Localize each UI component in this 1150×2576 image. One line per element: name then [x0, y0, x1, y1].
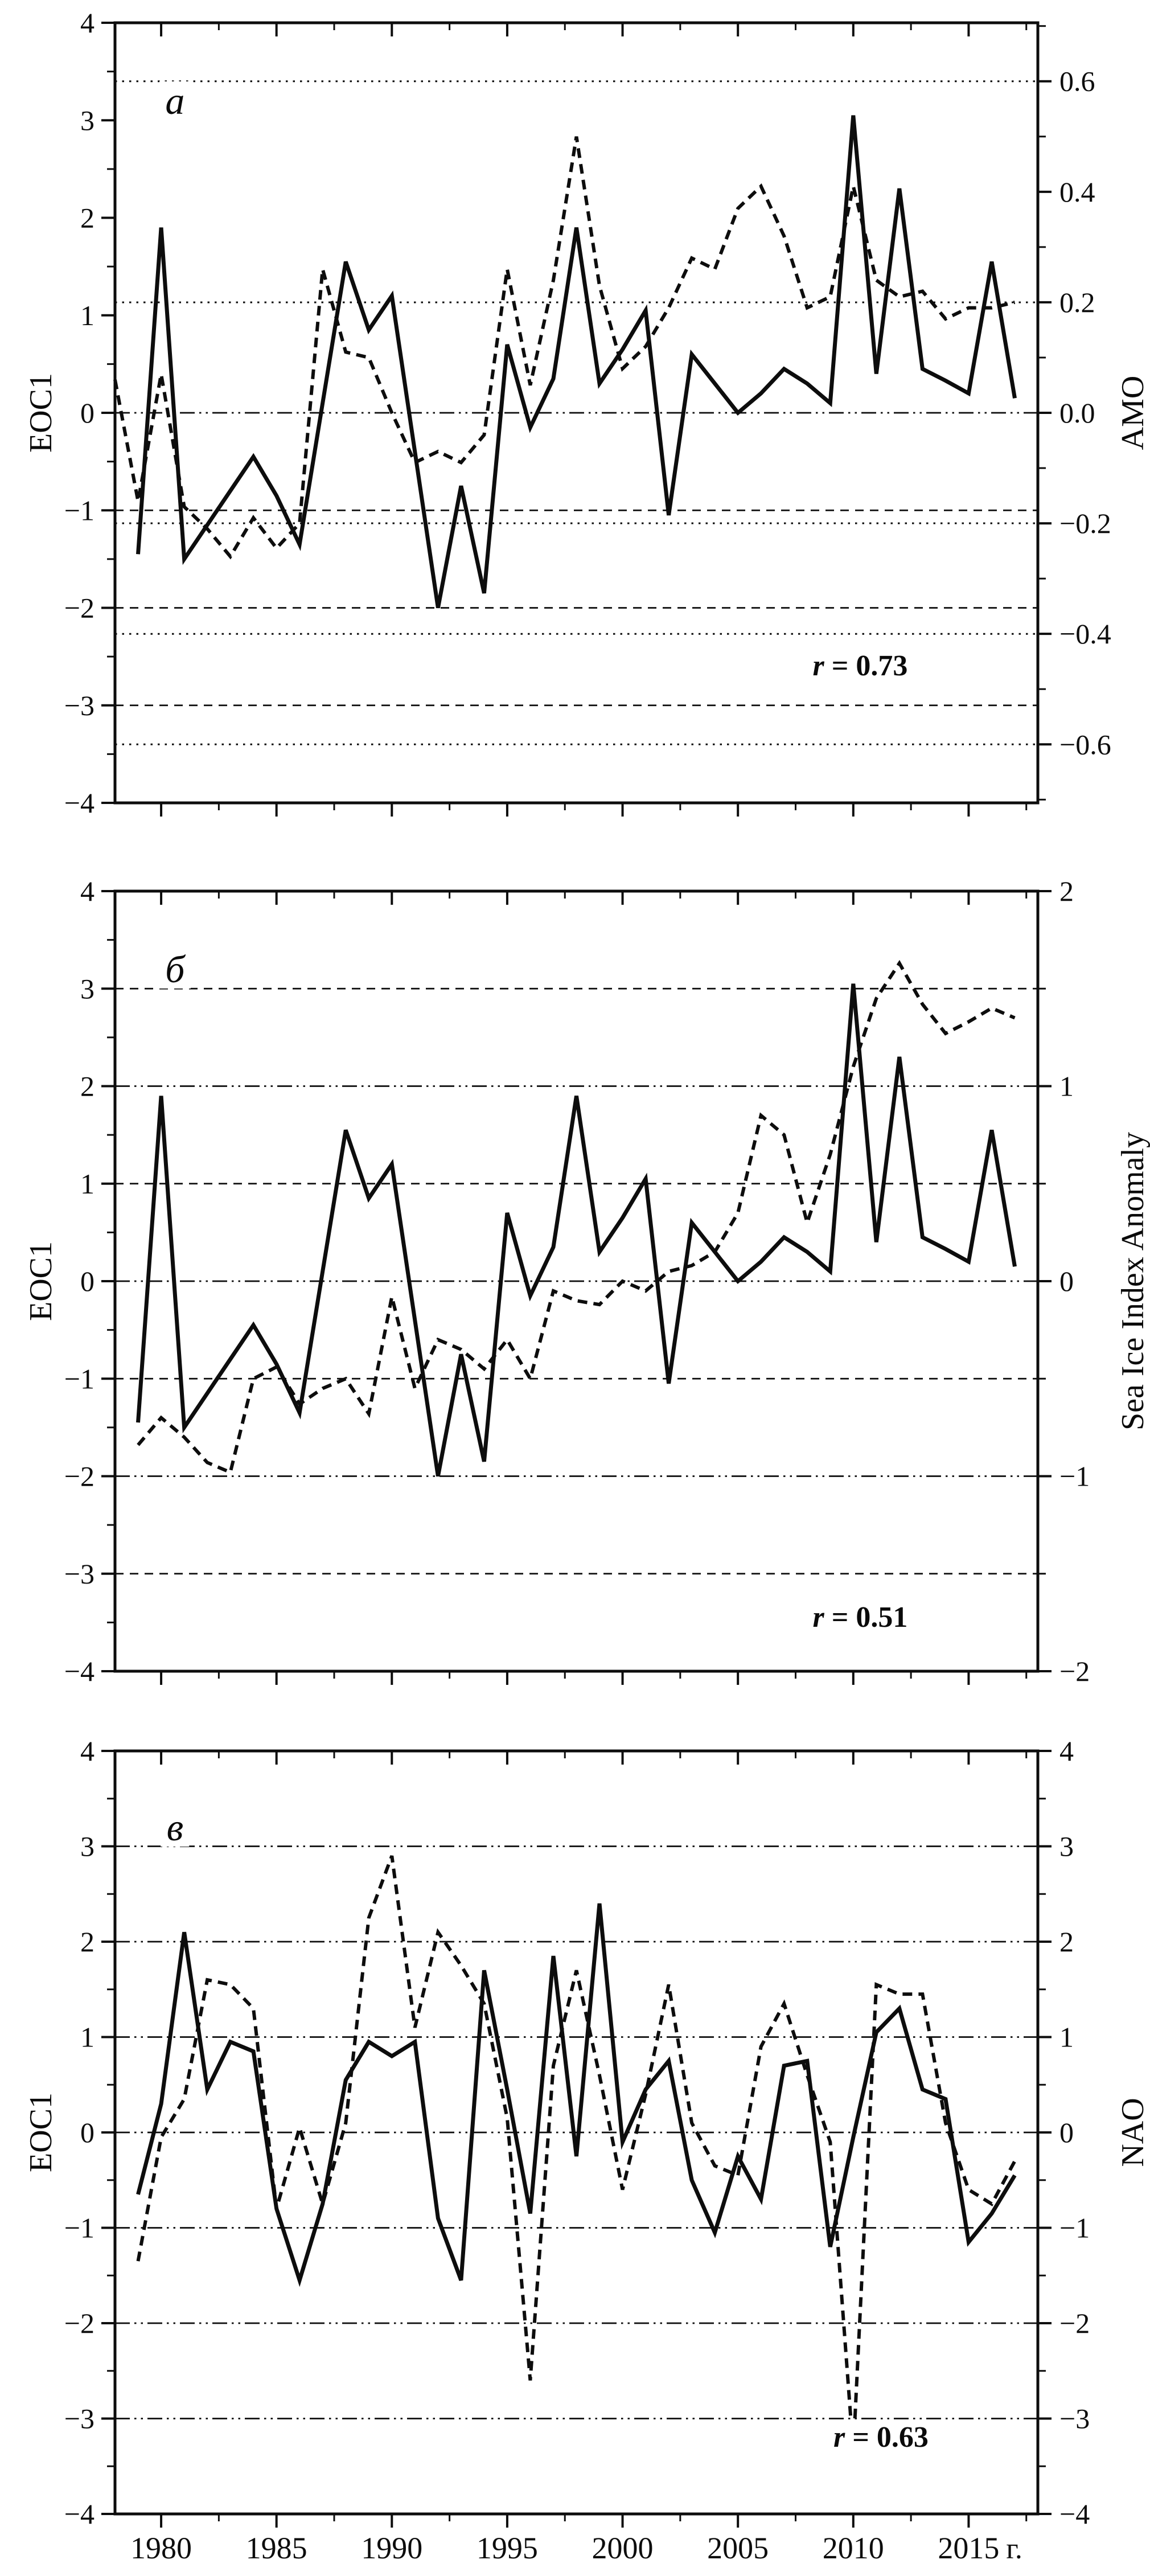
panel-b-y-tick-label-left: 0: [80, 1265, 95, 1297]
panel-a-y-tick-label-left: −3: [64, 690, 95, 721]
panel-v-y-tick-label-right: −1: [1059, 2212, 1090, 2244]
panel-a-right-axis-title: AMO: [1115, 375, 1150, 450]
panel-b-y-tick-label-left: 1: [80, 1168, 95, 1200]
panel-b-y-tick-label-left: −3: [64, 1558, 95, 1590]
panel-b-y-tick-label-left: −1: [64, 1363, 95, 1394]
panel-a-series-solid-eoc1: [136, 115, 1017, 609]
panel-v-x-unit-label: г.: [1006, 2533, 1022, 2565]
panel-b-y-tick-label-left: −2: [64, 1461, 95, 1492]
panel-v-y-tick-label-left: 0: [80, 2116, 95, 2148]
panel-b-correlation-label: r = 0.51: [804, 1600, 916, 1635]
panel-v-y-tick-label-right: 4: [1059, 1735, 1074, 1767]
panel-v-correlation-label: r = 0.63: [825, 2421, 937, 2455]
panel-v-y-tick-label-right: −2: [1059, 2307, 1090, 2339]
panel-a-y-tick-label-left: 1: [80, 300, 95, 331]
panel-a-y-tick-label-right: 0.6: [1059, 65, 1095, 97]
r-value: = 0.73: [824, 650, 908, 683]
panel-b-y-tick-label-right: −1: [1059, 1461, 1090, 1492]
panel-v-y-tick-label-right: −4: [1059, 2498, 1090, 2530]
panel-a-y-tick-label-right: −0.4: [1059, 618, 1111, 650]
panel-b-y-tick-label-left: 3: [80, 973, 95, 1004]
panel-v-y-tick-label-left: −3: [64, 2403, 95, 2435]
r-symbol: r: [812, 1601, 824, 1634]
panel-b-series-solid-eoc1: [136, 983, 1017, 1477]
panel-v-x-tick-label: 2000: [592, 2531, 654, 2565]
panel-v-right-axis-title: NAO: [1115, 2098, 1150, 2167]
panel-b-y-tick-label-right: 1: [1059, 1070, 1074, 1102]
panel-v-letter: в: [161, 1808, 190, 1847]
panel-a-y-tick-label-right: 0.4: [1059, 176, 1095, 208]
panel-v-x-tick-label: 1980: [130, 2531, 192, 2565]
panel-v-y-tick-label-left: −4: [64, 2498, 95, 2530]
panel-b-y-tick-label-right: −2: [1059, 1655, 1090, 1687]
panel-b-y-tick-label-left: 2: [80, 1070, 95, 1102]
panel-b-right-axis-title: Sea Ice Index Anomaly: [1115, 1131, 1150, 1431]
panel-v-x-tick-label: 2010: [823, 2531, 884, 2565]
panel-v-x-tick-label: 2015: [938, 2531, 999, 2565]
panel-a-y-tick-label-left: 3: [80, 104, 95, 136]
panel-v-series-dashed-nao: [136, 1855, 1017, 2452]
panel-a-series-dashed-amo: [113, 136, 1016, 560]
r-value: = 0.63: [845, 2421, 929, 2454]
panel-v-y-tick-label-right: 1: [1059, 2021, 1074, 2053]
panel-v-y-tick-label-left: 3: [80, 1831, 95, 1863]
panel-b-y-tick-label-right: 0: [1059, 1265, 1074, 1297]
panel-a-y-tick-label-left: 2: [80, 202, 95, 234]
panel-a-y-tick-label-left: 0: [80, 397, 95, 429]
panel-b-left-axis-title: EOC1: [23, 1241, 59, 1321]
panel-v-y-tick-label-right: 2: [1059, 1926, 1074, 1958]
panel-a-y-tick-label-right: −0.2: [1059, 507, 1111, 539]
panel-v-y-tick-label-left: 1: [80, 2021, 95, 2053]
panel-a-y-tick-label-left: −2: [64, 592, 95, 624]
panel-v-y-tick-label-left: 2: [80, 1926, 95, 1958]
panel-v-series-solid-eoc1: [136, 1903, 1017, 2287]
panel-b-y-tick-label-right: 2: [1059, 875, 1074, 907]
r-symbol: r: [833, 2421, 845, 2454]
panel-b-y-tick-label-left: −4: [64, 1655, 95, 1687]
panel-a-y-tick-label-right: −0.6: [1059, 728, 1111, 760]
panel-v-y-tick-label-left: 4: [80, 1735, 95, 1767]
panel-v-y-tick-label-right: 0: [1059, 2116, 1074, 2148]
panel-a-left-axis-title: EOC1: [23, 373, 59, 453]
panel-a-y-tick-label-left: −4: [64, 787, 95, 819]
r-value: = 0.51: [824, 1601, 908, 1634]
panel-v-y-tick-label-right: −3: [1059, 2403, 1090, 2435]
panel-b-series-dashed-sea-ice-index-anomaly: [137, 959, 1016, 1475]
panel-b-y-tick-label-left: 4: [80, 875, 95, 907]
panel-b-letter: б: [159, 950, 191, 988]
panel-v-y-tick-label-right: 3: [1059, 1831, 1074, 1863]
r-symbol: r: [812, 650, 824, 683]
panel-a-letter: а: [159, 81, 191, 120]
panel-v-x-tick-label: 1995: [477, 2531, 538, 2565]
panel-a-y-tick-label-left: 4: [80, 7, 95, 39]
panel-v-left-axis-title: EOC1: [23, 2093, 59, 2172]
panel-a-y-tick-label-left: −1: [64, 494, 95, 526]
panel-v-x-tick-label: 2005: [707, 2531, 769, 2565]
panel-v-y-tick-label-left: −2: [64, 2307, 95, 2339]
panel-a-y-tick-label-right: 0.0: [1059, 397, 1095, 429]
panel-v-x-tick-label: 1985: [246, 2531, 307, 2565]
panel-a-correlation-label: r = 0.73: [804, 649, 916, 684]
panel-a-y-tick-label-right: 0.2: [1059, 286, 1095, 318]
panel-v-y-tick-label-left: −1: [64, 2212, 95, 2244]
panel-v-x-tick-label: 1990: [361, 2531, 422, 2565]
